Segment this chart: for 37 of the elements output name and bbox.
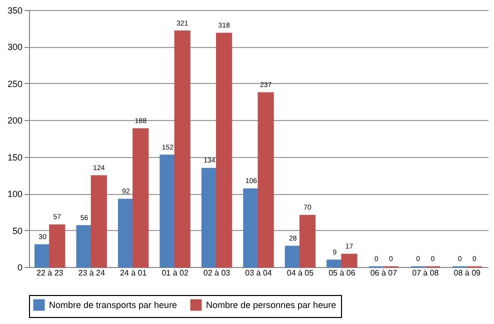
x-tick-label: 01 à 02 [162,268,189,278]
y-tick-label: 0 [17,262,22,272]
y-tick-label: 150 [7,152,22,162]
bar [243,188,260,268]
x-tick-label: 23 à 24 [78,268,106,278]
y-tick-label: 350 [7,6,22,16]
bar [90,175,107,268]
bar [132,128,149,268]
bar [201,168,218,268]
bar [34,244,51,268]
y-tick-label: 200 [7,116,22,126]
bar [49,224,66,268]
bar [341,254,358,268]
y-tick-label: 250 [7,78,22,89]
x-tick-label: 04 à 05 [286,268,314,278]
bar [284,246,301,268]
bar [216,32,232,268]
y-tick-label: 300 [7,42,22,52]
bar [326,260,343,268]
bar [299,214,316,268]
x-tick-label: 05 à 06 [328,268,356,278]
x-tick-label: 24 à 01 [120,268,148,278]
bar [76,225,92,268]
x-tick-label: 03 à 04 [245,268,272,278]
y-tick-label: 100 [7,189,22,200]
bar [160,154,176,268]
y-tick-label: 50 [12,226,22,236]
legend-label: Nombre de personnes par heure [206,300,336,310]
x-tick-label: 02 à 03 [203,268,231,278]
bar [258,92,274,268]
bar [174,30,190,268]
x-tick-label: 22 à 23 [36,268,64,278]
bar [118,198,134,268]
x-tick-label: 08 à 09 [454,268,482,278]
legend-label: Nombre de transports par heure [49,300,178,310]
x-tick-label: 06 à 07 [370,268,398,278]
x-tick-label: 07 à 08 [412,268,440,278]
